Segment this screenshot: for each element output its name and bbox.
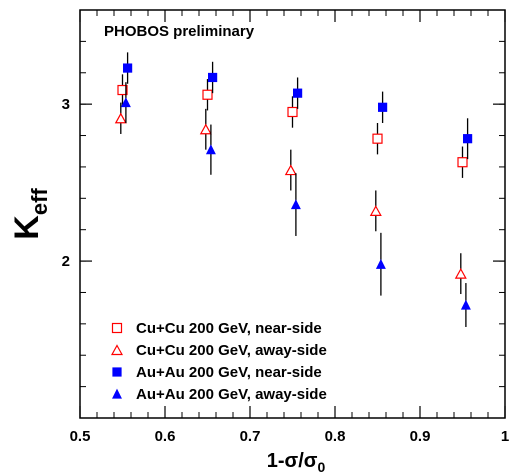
- data-point: [457, 157, 468, 168]
- data-point: [378, 102, 388, 112]
- legend-item: Cu+Cu 200 GeV, away-side: [110, 342, 327, 359]
- legend-item: Au+Au 200 GeV, away-side: [112, 386, 327, 403]
- x-axis-title-base: 1-: [267, 450, 285, 472]
- data-point: [293, 88, 303, 98]
- data-point: [114, 112, 127, 124]
- data-point: [117, 84, 128, 96]
- legend-label: Cu+Cu 200 GeV, away-side: [136, 342, 327, 359]
- data-point: [454, 267, 467, 279]
- x-axis-title-sub: 0: [317, 459, 325, 475]
- legend-label: Au+Au 200 GeV, near-side: [136, 364, 322, 381]
- data-point: [122, 63, 133, 73]
- y-tick-label: 3: [62, 96, 70, 113]
- data-point: [208, 72, 218, 83]
- x-tick-label: 0.7: [240, 428, 261, 445]
- plot-frame: [79, 9, 506, 419]
- data-point: [372, 133, 383, 144]
- series-2: [122, 52, 473, 160]
- data-point: [460, 299, 471, 310]
- series-0: [117, 74, 468, 178]
- y-axis-title-base: K: [8, 215, 46, 240]
- series-1: [114, 102, 467, 295]
- data-marks: [114, 52, 473, 327]
- y-axis-title-sub: eff: [27, 188, 52, 216]
- chart-annotation: PHOBOS preliminary: [104, 23, 255, 40]
- x-tick-label: 0.9: [410, 428, 431, 445]
- legend-marker: [111, 322, 123, 334]
- legend-label: Au+Au 200 GeV, away-side: [136, 386, 327, 403]
- data-point: [284, 164, 297, 176]
- data-point: [375, 258, 386, 269]
- legend-item: Cu+Cu 200 GeV, near-side: [111, 320, 322, 337]
- data-point: [120, 97, 131, 108]
- series-3: [120, 82, 471, 327]
- x-tick-label: 1: [501, 428, 509, 445]
- data-point: [205, 144, 216, 155]
- axis-ticks: [79, 9, 506, 419]
- data-point: [199, 123, 212, 135]
- data-point: [290, 199, 301, 210]
- data-point: [287, 106, 298, 118]
- legend-marker: [110, 344, 124, 356]
- data-point: [202, 89, 213, 100]
- data-point: [369, 205, 382, 216]
- x-axis-title: 1-σ/σ0: [267, 450, 326, 475]
- legend-item: Au+Au 200 GeV, near-side: [112, 364, 322, 381]
- x-axis-title-sigma0: σ: [304, 450, 318, 472]
- x-axis-title-sigma: σ: [285, 450, 299, 472]
- x-tick-label: 0.8: [325, 428, 346, 445]
- legend-marker: [112, 367, 122, 377]
- y-axis-title: Keff: [8, 188, 52, 240]
- x-axis-title-slash: /: [298, 450, 304, 472]
- tick-labels: 0.5 0.6 0.7 0.8 0.9 1 2 3: [62, 96, 510, 445]
- y-tick-label: 2: [62, 253, 70, 270]
- legend-marker: [112, 388, 122, 399]
- legend-label: Cu+Cu 200 GeV, near-side: [136, 320, 322, 337]
- x-tick-label: 0.5: [70, 428, 91, 445]
- x-tick-label: 0.6: [155, 428, 176, 445]
- data-point: [463, 134, 473, 144]
- legend: Cu+Cu 200 GeV, near-side Cu+Cu 200 GeV, a…: [110, 320, 327, 403]
